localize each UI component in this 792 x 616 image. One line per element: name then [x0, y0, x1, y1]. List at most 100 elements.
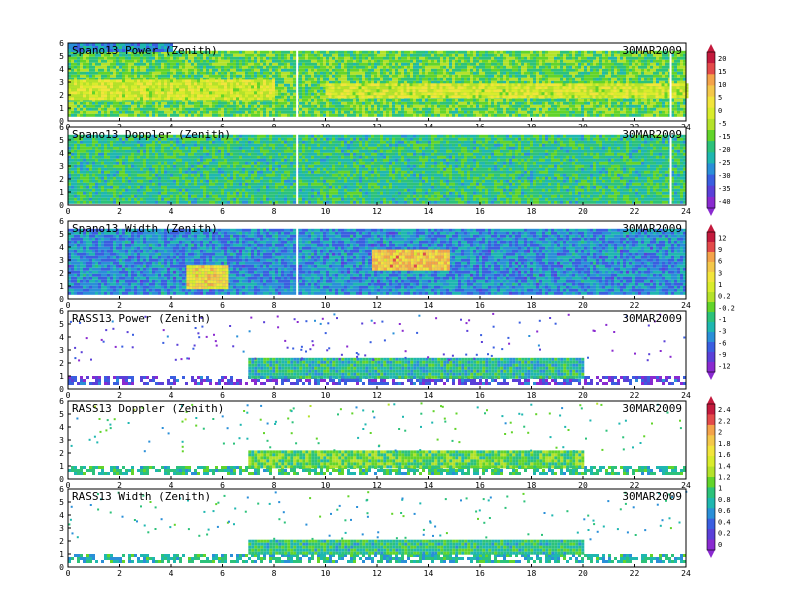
heatmap-cell [269, 74, 272, 78]
heatmap-cell [515, 74, 518, 78]
heatmap-cell [167, 53, 170, 57]
heatmap-cell [326, 104, 329, 108]
heatmap-cell [566, 68, 569, 72]
heatmap-cell [272, 56, 275, 60]
heatmap-cell [584, 50, 587, 54]
heatmap-cell [161, 53, 164, 57]
heatmap-cell [578, 56, 581, 60]
heatmap-cell [137, 107, 140, 111]
heatmap-cell [272, 91, 275, 95]
heatmap-cell [239, 113, 242, 117]
heatmap-cell [425, 68, 428, 72]
heatmap-cell [362, 50, 365, 54]
heatmap-cell [584, 113, 587, 117]
heatmap-cell [110, 74, 113, 78]
heatmap-cell [266, 113, 269, 117]
heatmap-cell [284, 110, 287, 114]
heatmap-cell [446, 110, 449, 114]
heatmap-cell [389, 50, 392, 54]
heatmap-cell [590, 74, 593, 78]
heatmap-cell [146, 104, 149, 108]
heatmap-cell [212, 53, 215, 57]
heatmap-cell [206, 91, 209, 95]
heatmap-cell [191, 53, 194, 57]
heatmap-cell [551, 80, 554, 84]
heatmap-cell [167, 113, 170, 117]
heatmap-cell [425, 80, 428, 84]
heatmap-cell [326, 101, 329, 105]
heatmap-cell [617, 65, 620, 69]
heatmap-cell [74, 88, 77, 92]
heatmap-cell [479, 65, 482, 69]
heatmap-cell [134, 53, 137, 57]
heatmap-cell [596, 113, 599, 117]
heatmap-cell [398, 65, 401, 69]
heatmap-cell [107, 113, 110, 117]
heatmap-cell [599, 71, 602, 75]
heatmap-cell [185, 85, 188, 89]
heatmap-cell [470, 56, 473, 60]
heatmap-cell [365, 50, 368, 54]
heatmap-cell [365, 74, 368, 78]
heatmap-cell [629, 62, 632, 66]
heatmap-cell [308, 104, 311, 108]
heatmap-cell [470, 77, 473, 81]
heatmap-cell [665, 98, 668, 102]
heatmap-cell [566, 62, 569, 66]
heatmap-cell [77, 62, 80, 66]
heatmap-cell [227, 50, 230, 54]
heatmap-cell [263, 113, 266, 117]
heatmap-cell [437, 65, 440, 69]
heatmap-cell [221, 62, 224, 66]
heatmap-cell [86, 79, 89, 83]
heatmap-cell [218, 101, 221, 105]
heatmap-cell [602, 107, 605, 111]
heatmap-cell [206, 53, 209, 57]
heatmap-cell [524, 74, 527, 78]
heatmap-cell [236, 50, 239, 54]
heatmap-cell [263, 104, 266, 108]
heatmap-cell [302, 83, 305, 87]
heatmap-cell [434, 59, 437, 63]
heatmap-cell [314, 95, 317, 99]
heatmap-cell [554, 113, 557, 117]
heatmap-cell [335, 62, 338, 66]
heatmap-cell [89, 77, 92, 81]
heatmap-cell [500, 110, 503, 114]
heatmap-cell [383, 77, 386, 81]
heatmap-cell [419, 53, 422, 57]
heatmap-cell [167, 97, 170, 101]
heatmap-cell [419, 110, 422, 114]
heatmap-cell [653, 68, 656, 72]
heatmap-cell [518, 77, 521, 81]
heatmap-cell [167, 68, 170, 72]
heatmap-cell [122, 77, 125, 81]
heatmap-cell [653, 50, 656, 54]
heatmap-cell [173, 94, 176, 98]
heatmap-cell [179, 68, 182, 72]
heatmap-cell [473, 50, 476, 54]
heatmap-cell [479, 110, 482, 114]
heatmap-cell [623, 53, 626, 57]
heatmap-cell [101, 101, 104, 105]
heatmap-cell [260, 91, 263, 95]
heatmap-cell [641, 50, 644, 54]
heatmap-cell [191, 85, 194, 89]
heatmap-cell [536, 68, 539, 72]
heatmap-cell [518, 74, 521, 78]
heatmap-cell [152, 65, 155, 69]
heatmap-cell [293, 68, 296, 72]
heatmap-cell [497, 77, 500, 81]
heatmap-cell [77, 74, 80, 78]
heatmap-cell [503, 74, 506, 78]
heatmap-cell [167, 62, 170, 66]
heatmap-cell [464, 113, 467, 117]
heatmap-cell [632, 104, 635, 108]
heatmap-cell [482, 53, 485, 57]
heatmap-cell [116, 97, 119, 101]
heatmap-cell [197, 77, 200, 81]
heatmap-cell [143, 50, 146, 54]
heatmap-cell [392, 53, 395, 57]
heatmap-cell [413, 104, 416, 108]
heatmap-cell [224, 88, 227, 92]
